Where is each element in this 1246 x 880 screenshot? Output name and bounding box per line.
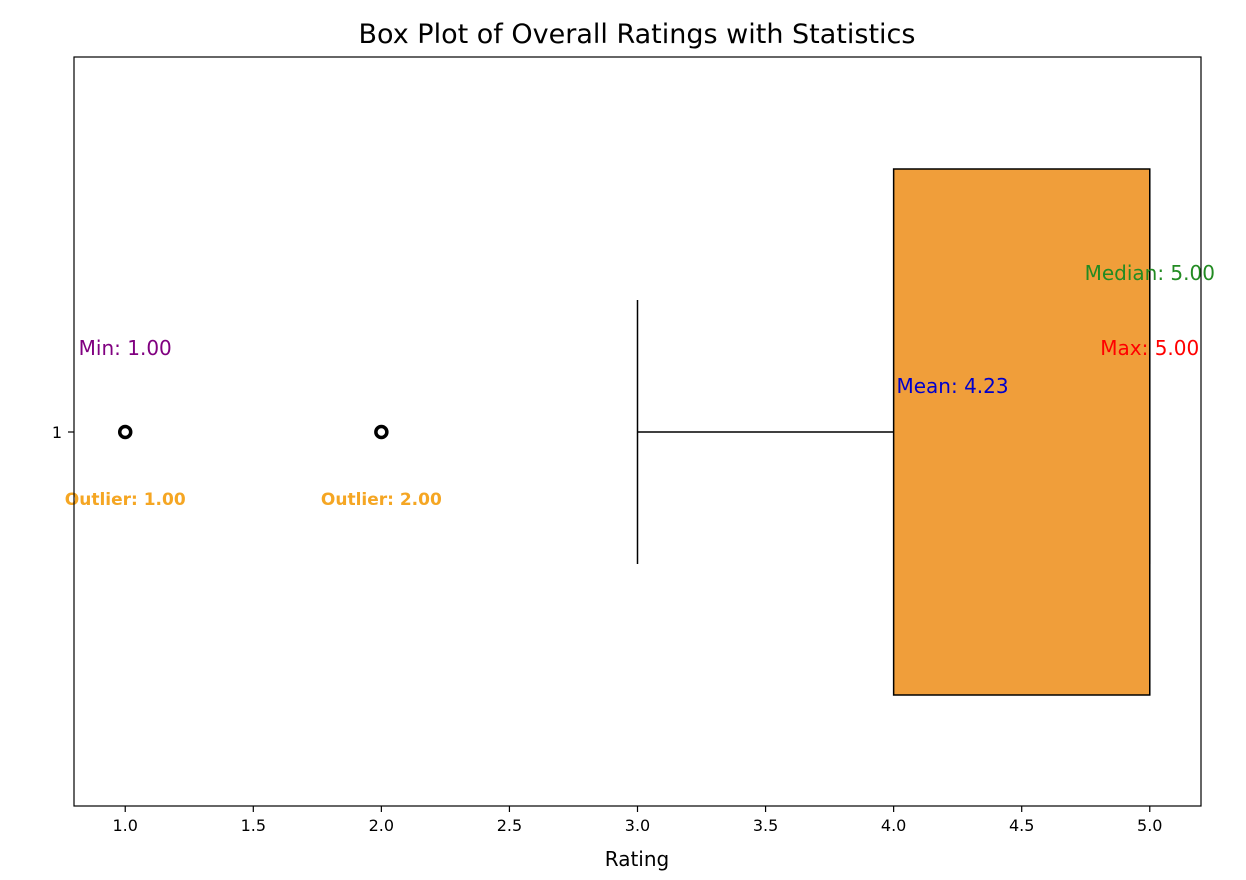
x-tick-label-1: 1.0 (113, 816, 138, 835)
x-tick-label-3: 2.0 (369, 816, 394, 835)
outlier-layer (117, 424, 389, 440)
box-layer (636, 168, 1151, 696)
x-tick-label-4: 2.5 (497, 816, 522, 835)
annotation-mean: Mean: 4.23 (896, 374, 1008, 398)
x-tick-label-7: 4.0 (881, 816, 906, 835)
annotation-max: Max: 5.00 (1100, 336, 1199, 360)
outlier-point-1 (117, 424, 133, 440)
x-tick-label-9: 5.0 (1137, 816, 1162, 835)
y-axis: 1 (52, 423, 74, 442)
annotation-outlier-1: Outlier: 1.00 (65, 490, 186, 510)
annotation-median: Median: 5.00 (1085, 261, 1215, 285)
x-tick-label-2: 1.5 (241, 816, 266, 835)
annotation-layer: Min: 1.00 Median: 5.00 Max: 5.00 Mean: 4.23… (65, 261, 1215, 510)
chart-title: Box Plot of Overall Ratings with Statist… (359, 19, 916, 50)
x-axis-label: Rating (605, 847, 669, 871)
annotation-outlier-2: Outlier: 2.00 (321, 490, 442, 510)
x-tick-label-8: 4.5 (1009, 816, 1034, 835)
y-tick-label-1: 1 (52, 423, 62, 442)
x-tick-label-5: 3.0 (625, 816, 650, 835)
box-iqr (892, 168, 1151, 696)
annotation-min: Min: 1.00 (79, 336, 172, 360)
x-axis: 1.0 1.5 2.0 2.5 3.0 3.5 4.0 4.5 5.0 (113, 806, 1162, 835)
outlier-point-2 (374, 424, 389, 440)
x-tick-label-6: 3.5 (753, 816, 778, 835)
